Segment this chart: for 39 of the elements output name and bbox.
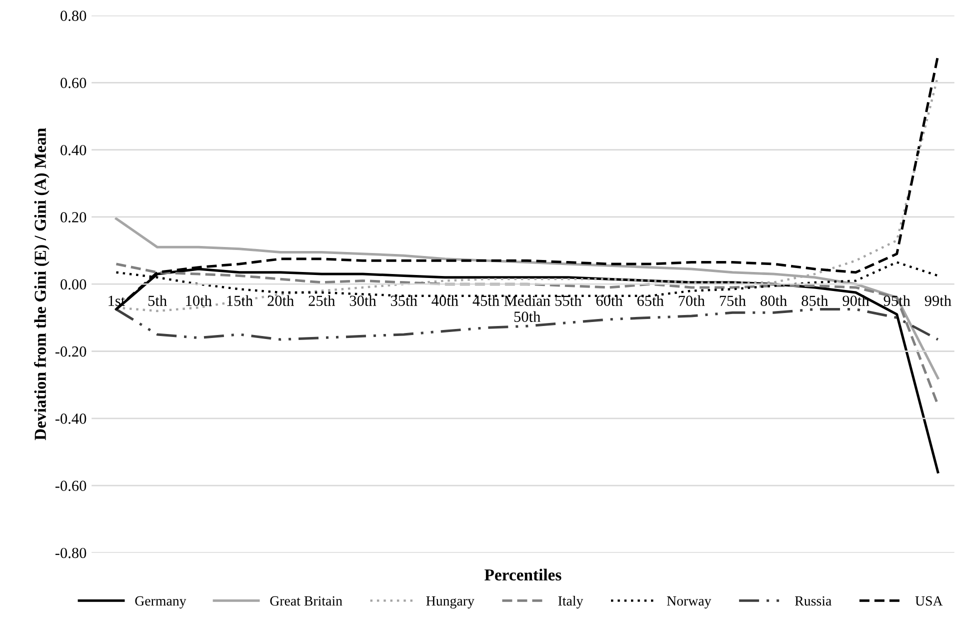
y-tick-label: 0.60 [60, 78, 86, 88]
x-tick-label: 35th [390, 295, 418, 306]
y-tick-label: -0.60 [55, 480, 86, 492]
x-tick-label: 90th [842, 295, 870, 306]
x-tick-label: 70th [678, 295, 705, 306]
y-axis-title: Deviation from the Gini (E) / Gini (A) Mean [34, 128, 50, 440]
x-tick-label: 10th [186, 295, 212, 306]
legend-label: Norway [666, 596, 712, 608]
x-tick-label: 60th [596, 295, 623, 306]
y-tick-label: 0.40 [60, 144, 86, 156]
x-tick-label: 95th [884, 295, 910, 306]
legend-label: Great Britain [270, 596, 342, 606]
x-tick-label: 85th [802, 295, 828, 306]
x-tick-label: 45th [472, 295, 500, 306]
x-tick-label: 40th [432, 295, 458, 306]
y-tick-label: 0.20 [60, 212, 86, 222]
x-tick-label: 5th [148, 295, 167, 306]
line-series [114, 308, 940, 341]
x-tick-label: 99th [924, 295, 952, 306]
y-tick-label: -0.20 [55, 346, 86, 357]
y-tick-label: -0.40 [55, 414, 86, 424]
y-tick-label: 0.80 [60, 10, 86, 22]
y-tick-label: 0.00 [60, 279, 86, 290]
x-tick-label: 25th [308, 295, 336, 306]
x-axis-title: Percentiles [484, 568, 562, 581]
y-tick-label: -0.80 [55, 548, 86, 558]
x-tick-label: 15th [227, 295, 253, 306]
x-tick-label: Median 50th [504, 295, 550, 322]
legend-label: USA [915, 596, 943, 606]
legend-label: Hungary [426, 596, 474, 608]
x-tick-label: 75th [720, 295, 746, 306]
legend-label: Russia [795, 596, 832, 606]
legend-label: Germany [135, 596, 186, 608]
x-tick-label: 20th [268, 295, 294, 306]
x-tick-label: 55th [555, 295, 582, 306]
legend-label: Italy [558, 596, 584, 608]
x-tick-label: 30th [350, 295, 376, 306]
x-tick-label: 80th [760, 295, 787, 306]
x-tick-label: 65th [637, 295, 664, 306]
